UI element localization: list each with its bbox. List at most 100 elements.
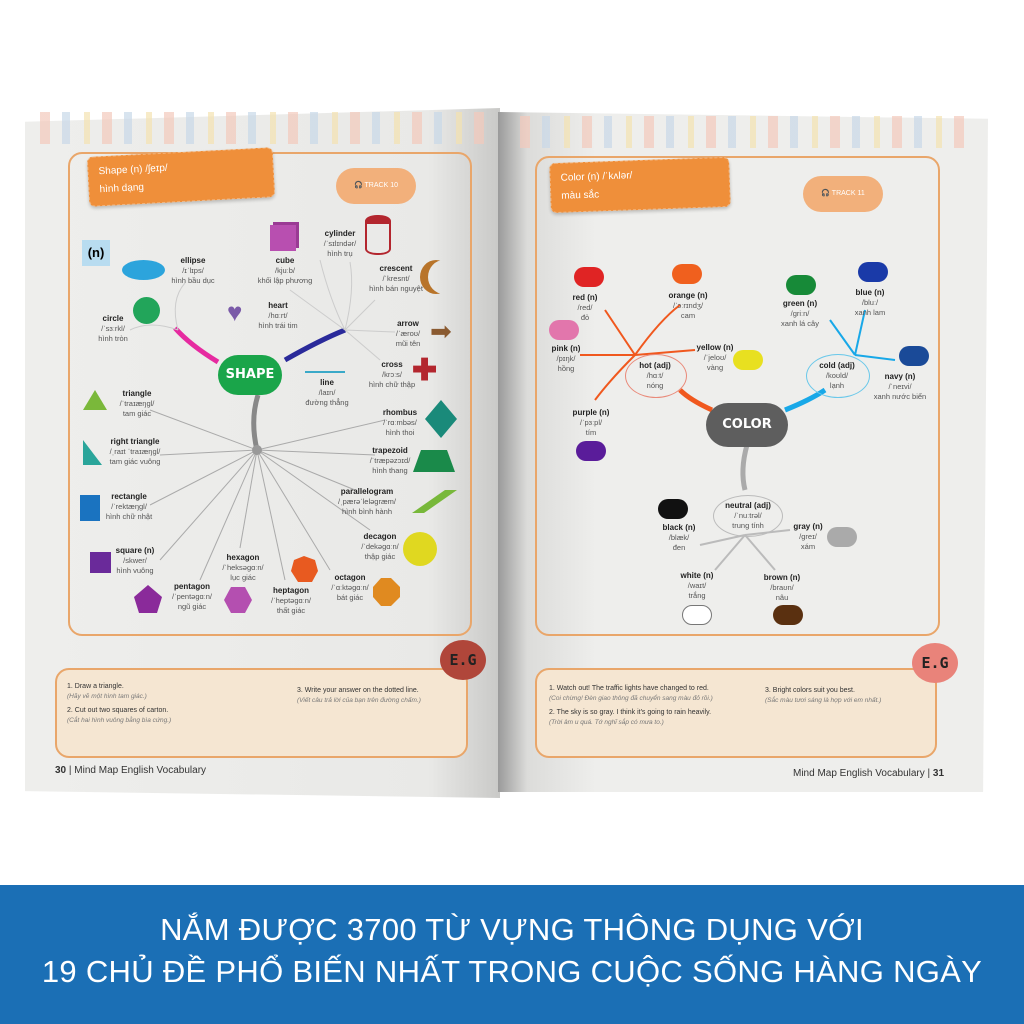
- confetti-decoration: [40, 112, 490, 144]
- term-heptagon: heptagon/ˈheptəgɑːn/thất giác: [270, 586, 312, 615]
- term-trapezoid: trapezoid/ˈtræpəzɔɪd/hình thang: [369, 446, 411, 475]
- heart-shape: ♥: [227, 297, 243, 327]
- headphones-icon: 🎧: [821, 190, 830, 197]
- swatch-pink: [549, 320, 579, 340]
- term-white: white (n)/waɪt/trắng: [680, 571, 714, 600]
- term-triangle: triangle/ˈtraɪæŋgl/tam giác: [119, 389, 155, 418]
- topic-tag: Color (n) /ˈkʌlər/màu sắc: [549, 156, 731, 214]
- page-footer-left: 30 | Mind Map English Vocabulary: [55, 765, 207, 776]
- arrow-shape: ➡: [430, 316, 452, 346]
- term-circle: circle/ˈsɜːrkl/hình tròn: [98, 314, 128, 343]
- banner-line-2: 19 CHỦ ĐỀ PHỔ BIẾN NHẤT TRONG CUỘC SỐNG …: [41, 954, 983, 989]
- eg-badge: E.G: [440, 640, 486, 680]
- audio-track-cloud[interactable]: 🎧 TRACK 11: [803, 176, 883, 212]
- swatch-purple: [576, 441, 606, 461]
- examples-box: 1. Draw a triangle. (Hãy vẽ một hình tam …: [55, 668, 468, 758]
- mindmap-connectors: [129, 259, 896, 581]
- mindmap-frame: [535, 156, 940, 636]
- term-hexagon: hexagon/ˈheksəgɑːn/lục giác: [222, 553, 264, 582]
- circle-shape: [133, 297, 160, 324]
- term-right-triangle: right triangle/ˌraɪt ˈtraɪæŋgl/tam giác …: [109, 437, 161, 466]
- eg-badge: E.G: [912, 643, 958, 683]
- rectangle-shape: [80, 495, 100, 521]
- headphones-icon: 🎧: [353, 182, 363, 189]
- audio-track-cloud[interactable]: 🎧 TRACK 10: [336, 168, 416, 204]
- heptagon-shape: [291, 556, 318, 582]
- example-1: 1. Draw a triangle. (Hãy vẽ một hình tam …: [67, 683, 147, 700]
- group-hot: [625, 354, 687, 398]
- term-green: green (n)/griːn/xanh lá cây: [781, 299, 819, 328]
- cross-shape: ✚: [412, 354, 438, 387]
- swatch-orange: [672, 264, 702, 284]
- term-rhombus: rhombus/ˈrɑːmbəs/hình thoi: [382, 408, 418, 437]
- example-3: 3. Bright colors suit you best. (Sắc màu …: [765, 687, 882, 704]
- parallelogram-shape: [412, 490, 457, 513]
- swatch-yellow: [733, 350, 763, 370]
- term-cylinder: cylinder/ˈsɪlɪndər/hình trụ: [323, 229, 357, 258]
- group-cold: [806, 354, 870, 398]
- term-parallelogram: parallelogram/ˌpærəˈleləgræm/hình bình h…: [338, 487, 396, 516]
- swatch-blue: [858, 262, 888, 282]
- swatch-brown: [773, 605, 803, 625]
- term-yellow: yellow (n)/ˈjeloʊ/vàng: [696, 343, 734, 372]
- track-label: TRACK 11: [831, 190, 865, 197]
- track-label: TRACK 10: [364, 182, 398, 189]
- term-brown: brown (n)/braʊn/nâu: [763, 573, 801, 602]
- swatch-black: [658, 499, 688, 519]
- term-pentagon: pentagon/ˈpentəgɑːn/ngũ giác: [171, 582, 213, 611]
- term-cube: cube/kjuːb/khối lập phương: [257, 256, 313, 285]
- example-3: 3. Write your answer on the dotted line.…: [297, 687, 421, 704]
- term-red: red (n)/red/đỏ: [572, 293, 598, 322]
- term-ellipse: ellipse/ɪˈlɪps/hình bầu dục: [171, 256, 215, 285]
- term-octagon: octagon/ˈɑːktəgɑːn/bát giác: [331, 573, 369, 602]
- cube-shape: [270, 225, 296, 251]
- line-shape: [305, 371, 345, 373]
- term-blue: blue (n)/bluː/xanh lam: [854, 288, 886, 317]
- rhombus-shape: [425, 400, 457, 438]
- center-node-shape: SHAPE: [218, 355, 282, 395]
- term-crescent: crescent/ˈkresnt/hình bán nguyệt: [369, 264, 423, 293]
- trapezoid-shape: [413, 450, 455, 472]
- term-line: line/laɪn/đường thẳng: [305, 378, 349, 407]
- example-1: 1. Watch out! The traffic lights have ch…: [549, 685, 713, 702]
- term-orange: orange (n)/ˈɔːrɪndʒ/cam: [668, 291, 708, 320]
- center-node-color: COLOR: [706, 403, 788, 447]
- term-black: black (n)/blæk/đen: [662, 523, 696, 552]
- promo-banner: NẮM ĐƯỢC 3700 TỪ VỰNG THÔNG DỤNG VỚI 19 …: [0, 885, 1024, 1024]
- examples-box: 1. Watch out! The traffic lights have ch…: [535, 668, 937, 758]
- term-gray: gray (n)/greɪ/xám: [793, 522, 823, 551]
- term-rectangle: rectangle/ˈrektæŋgl/hình chữ nhật: [105, 492, 153, 521]
- swatch-green: [786, 275, 816, 295]
- page-footer-right: Mind Map English Vocabulary | 31: [793, 768, 945, 779]
- term-purple: purple (n)/ˈpɜːpl/tím: [572, 408, 610, 437]
- term-hot: hot (adj)/hɑːt/nóng: [639, 361, 671, 390]
- triangle-shape: [83, 390, 107, 410]
- term-arrow: arrow/ˈæroʊ/mũi tên: [395, 319, 421, 348]
- confetti-decoration: [520, 116, 975, 148]
- term-neutral: neutral (adj)/ˈnuːtrəl/trung tính: [725, 501, 771, 530]
- term-pink: pink (n)/pɪŋk/hồng: [551, 344, 581, 373]
- swatch-red: [574, 267, 604, 287]
- term-square: square (n)/skwer/hình vuông: [115, 546, 155, 575]
- term-navy: navy (n)/ˈneɪvi/xanh nước biển: [873, 372, 927, 401]
- cylinder-shape: [365, 215, 391, 255]
- term-cross: cross/krɔːs/hình chữ thập: [368, 360, 416, 389]
- decagon-shape: [403, 532, 437, 566]
- hexagon-shape: [224, 587, 252, 613]
- swatch-navy: [899, 346, 929, 366]
- polygon-shapes: [80, 390, 457, 613]
- example-2: 2. The sky is so gray. I think it's goin…: [549, 709, 712, 726]
- term-decagon: decagon/ˈdekəgɑːn/thập giác: [361, 532, 399, 561]
- ellipse-shape: [122, 260, 165, 280]
- crescent-shape: [428, 260, 460, 294]
- term-cold: cold (adj)/koʊld/lạnh: [819, 361, 855, 390]
- swatch-white: [682, 605, 712, 625]
- square-shape: [90, 552, 111, 573]
- pentagon-shape: [134, 585, 162, 613]
- swatch-gray: [827, 527, 857, 547]
- group-neutral: [713, 495, 783, 537]
- banner-line-1: NẮM ĐƯỢC 3700 TỪ VỰNG THÔNG DỤNG VỚI: [160, 912, 864, 947]
- example-2: 2. Cut out two squares of carton. (Cắt ha…: [67, 707, 172, 724]
- right-triangle-shape: [83, 440, 102, 465]
- term-heart: heart/hɑːrt/hình trái tim: [258, 301, 298, 330]
